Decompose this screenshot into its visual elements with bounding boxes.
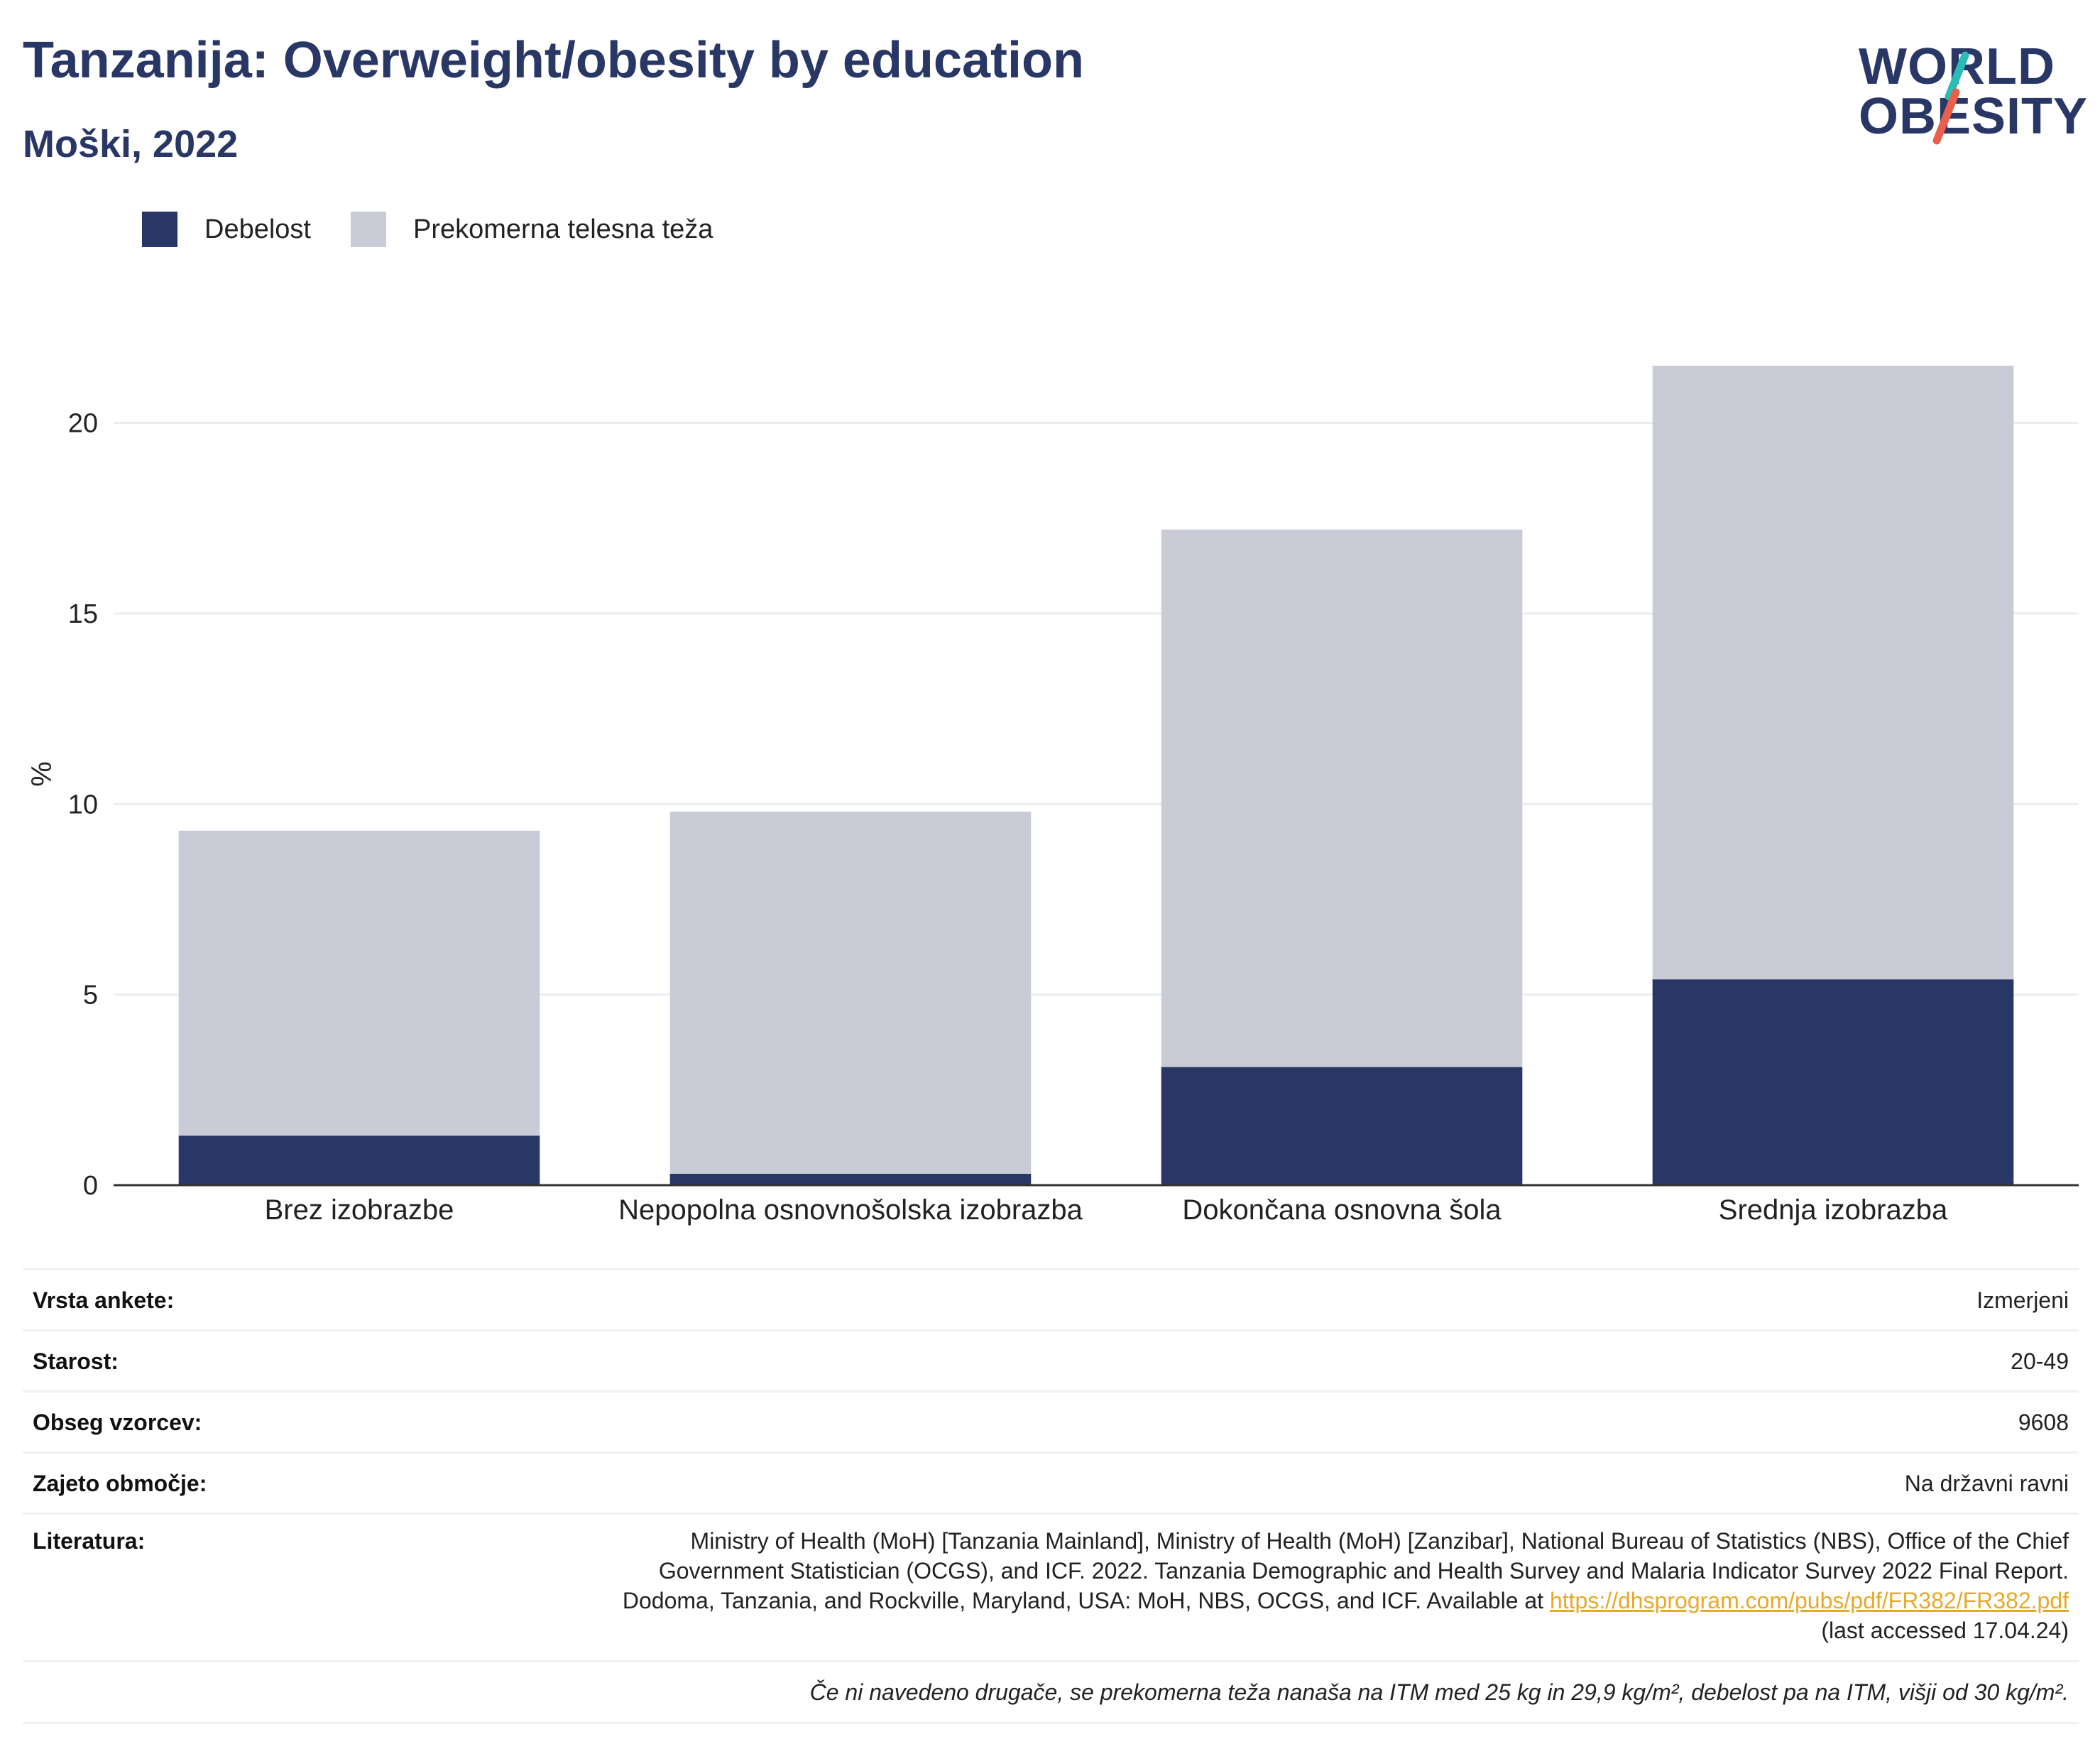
bar-obesity bbox=[1161, 1067, 1523, 1185]
chart-legend: Debelost Prekomerna telesna teža bbox=[142, 212, 753, 247]
page-title: Tanzanija: Overweight/obesity by educati… bbox=[23, 32, 1084, 89]
info-table: Vrsta ankete: Izmerjeni Starost: 20-49 O… bbox=[23, 1268, 2079, 1724]
legend-label-obesity: Debelost bbox=[204, 214, 311, 244]
bar-obesity bbox=[178, 1135, 540, 1185]
legend-item-obesity: Debelost bbox=[142, 212, 311, 247]
bar-overweight bbox=[1161, 529, 1523, 1067]
logo-slash-icon bbox=[1932, 51, 1969, 145]
reference-accessed: (last accessed 17.04.24) bbox=[1821, 1618, 2069, 1643]
info-value: 9608 bbox=[2018, 1409, 2069, 1435]
reference-text: Ministry of Health (MoH) [Tanzania Mainl… bbox=[622, 1528, 2069, 1613]
bar-obesity bbox=[1652, 979, 2014, 1185]
y-tick-label: 15 bbox=[68, 599, 98, 629]
y-tick-label: 0 bbox=[83, 1171, 98, 1201]
info-label: Literatura: bbox=[33, 1528, 146, 1554]
info-row-age: Starost: 20-49 bbox=[23, 1329, 2079, 1390]
info-row-sample: Obseg vzorcev: 9608 bbox=[23, 1390, 2079, 1451]
info-label: Starost: bbox=[33, 1348, 119, 1374]
bar-overweight bbox=[1652, 366, 2014, 980]
page-subtitle: Moški, 2022 bbox=[23, 123, 239, 165]
info-label: Vrsta ankete: bbox=[33, 1287, 175, 1313]
info-value: 20-49 bbox=[2011, 1348, 2069, 1374]
bar-overweight bbox=[178, 830, 540, 1136]
info-label: Obseg vzorcev: bbox=[33, 1409, 202, 1435]
info-row-reference: Literatura: Ministry of Health (MoH) [Ta… bbox=[23, 1513, 2079, 1660]
x-tick-label: Dokončana osnovna šola bbox=[1182, 1194, 1502, 1226]
legend-swatch-overweight bbox=[350, 212, 386, 247]
y-tick-label: 10 bbox=[68, 790, 98, 819]
info-row-coverage: Zajeto območje: Na državni ravni bbox=[23, 1451, 2079, 1513]
bar-overweight bbox=[669, 811, 1032, 1174]
bar-chart: 0 5 10 15 20% Brez izobrazbe Nepopolna osnovno… bbox=[26, 366, 2079, 1226]
info-value: Na državni ravni bbox=[1904, 1470, 2069, 1496]
info-row-survey-type: Vrsta ankete: Izmerjeni bbox=[23, 1268, 2079, 1329]
y-tick-label: 20 bbox=[68, 409, 98, 439]
y-tick-label: 5 bbox=[83, 981, 98, 1010]
bar-obesity bbox=[669, 1173, 1032, 1185]
info-label: Zajeto območje: bbox=[33, 1470, 207, 1496]
reference-value: Ministry of Health (MoH) [Tanzania Mainl… bbox=[606, 1526, 2079, 1645]
legend-swatch-obesity bbox=[142, 212, 177, 247]
legend-label-overweight: Prekomerna telesna teža bbox=[412, 214, 713, 244]
reference-link[interactable]: https://dhsprogram.com/pubs/pdf/FR382/FR… bbox=[1549, 1588, 2069, 1613]
definition-note: Če ni navedeno drugače, se prekomerna te… bbox=[23, 1660, 2079, 1724]
logo-line-2: OBESITY bbox=[1859, 88, 2089, 145]
y-axis-label: % bbox=[26, 761, 58, 787]
x-tick-label: Srednja izobrazba bbox=[1719, 1194, 1948, 1226]
info-value: Izmerjeni bbox=[1976, 1287, 2069, 1313]
world-obesity-logo: WORLD OBESITY bbox=[1853, 34, 2087, 155]
x-tick-label: Brez izobrazbe bbox=[265, 1194, 454, 1226]
legend-item-overweight: Prekomerna telesna teža bbox=[350, 212, 713, 247]
x-tick-label: Nepopolna osnovnošolska izobrazba bbox=[618, 1194, 1083, 1226]
